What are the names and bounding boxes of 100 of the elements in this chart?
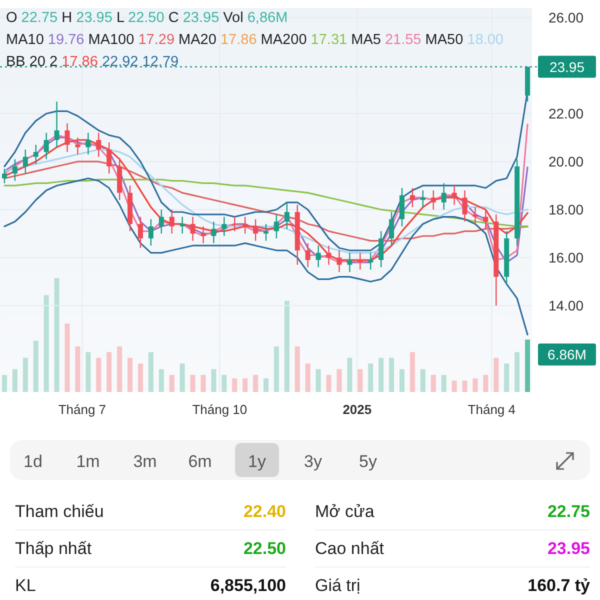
candlestick (368, 252, 374, 270)
bar (284, 300, 290, 392)
candlestick (305, 242, 310, 268)
bar (358, 369, 363, 392)
category-label: Giá trị (315, 576, 360, 595)
candlestick (264, 223, 268, 242)
category-label: KL (15, 576, 36, 595)
candlestick (378, 230, 384, 268)
candlestick (96, 132, 102, 158)
bar (514, 352, 520, 392)
text: 6,855,100 (210, 576, 286, 595)
candlestick (420, 190, 426, 208)
x-tick-label: Tháng 4 (468, 402, 516, 417)
candlestick (232, 216, 238, 232)
candlestick (253, 218, 258, 242)
candlestick (430, 190, 436, 210)
x-tick-label: 2025 (342, 402, 372, 417)
ref-line-label: 23.95 (549, 58, 585, 75)
bar (452, 380, 457, 392)
bar (305, 364, 310, 392)
candlestick (410, 187, 415, 208)
bar (54, 278, 60, 392)
candlestick (336, 250, 342, 273)
bar (462, 380, 468, 392)
candlestick (452, 185, 457, 206)
bar (222, 374, 227, 392)
candlestick (399, 187, 404, 227)
bar (2, 374, 7, 392)
candlestick (138, 216, 143, 249)
bar (44, 295, 49, 392)
x-tick-label: Tháng 7 (58, 402, 106, 417)
y-tick-label: 14.00 (548, 298, 584, 314)
candlestick (358, 252, 363, 270)
bar (64, 324, 70, 392)
text: 22.40 (243, 502, 286, 521)
bar (158, 369, 164, 392)
bar (472, 378, 478, 392)
bar (420, 369, 426, 392)
bar (347, 358, 352, 392)
category-label: Cao nhất (315, 539, 384, 558)
candlestick (222, 216, 227, 237)
text: 22.75 (547, 502, 590, 521)
bar (430, 374, 436, 392)
candlestick (347, 252, 352, 273)
bar (200, 374, 206, 392)
category-label: Tham chiếu (15, 502, 104, 521)
candlestick (33, 144, 38, 165)
x-tick-label: Tháng 10 (192, 402, 248, 417)
bar (190, 374, 196, 392)
text: MA10 19.76 MA100 17.29 MA20 17.86 MA200 17.31 MA5 21.55 MA50 18.00 (6, 32, 504, 48)
candlestick (22, 149, 28, 174)
candlestick (44, 132, 49, 160)
bar (494, 358, 499, 392)
candlestick (2, 168, 7, 184)
candlestick (169, 209, 174, 234)
bar (525, 340, 530, 392)
bar (264, 378, 268, 392)
text: O 22.75 H 23.95 L 22.50 C 23.95 Vol 6,86M (6, 10, 288, 26)
text: 22.50 (243, 539, 286, 558)
text: 6.86M (548, 346, 586, 363)
bar (294, 346, 300, 392)
text: 23.95 (547, 539, 590, 558)
text: 6m (188, 452, 212, 471)
bar (148, 352, 154, 392)
bar (12, 369, 18, 392)
y-tick-label: 22.00 (548, 106, 584, 122)
bar (326, 374, 332, 392)
bar (117, 346, 122, 392)
bar (368, 364, 374, 392)
bar (504, 364, 510, 392)
bar (106, 352, 112, 392)
candlestick (86, 132, 91, 155)
y-tick-label: 26.00 (548, 10, 584, 26)
candlestick (316, 245, 321, 268)
bar (316, 369, 321, 392)
bar (75, 346, 80, 392)
text: 3y (304, 452, 322, 471)
category-label: Mở cửa (315, 502, 375, 521)
candlestick (441, 182, 446, 210)
bar (410, 352, 415, 392)
bar (211, 369, 216, 392)
bar (96, 358, 102, 392)
candlestick (180, 216, 185, 234)
y-tick-label: 16.00 (548, 250, 584, 266)
candlestick (158, 209, 164, 234)
candlestick (64, 122, 70, 153)
bar (138, 364, 143, 392)
text: 1m (76, 452, 100, 471)
candlestick (284, 202, 290, 230)
y-tick-label: 20.00 (548, 154, 584, 170)
candlestick (483, 209, 488, 230)
bar (441, 374, 446, 392)
candlestick (200, 226, 206, 244)
text: 3m (133, 452, 157, 471)
candlestick (12, 158, 18, 182)
text: 1y (248, 452, 266, 471)
bar (336, 369, 342, 392)
bar (378, 358, 384, 392)
bar (169, 374, 174, 392)
candlestick (148, 218, 154, 246)
